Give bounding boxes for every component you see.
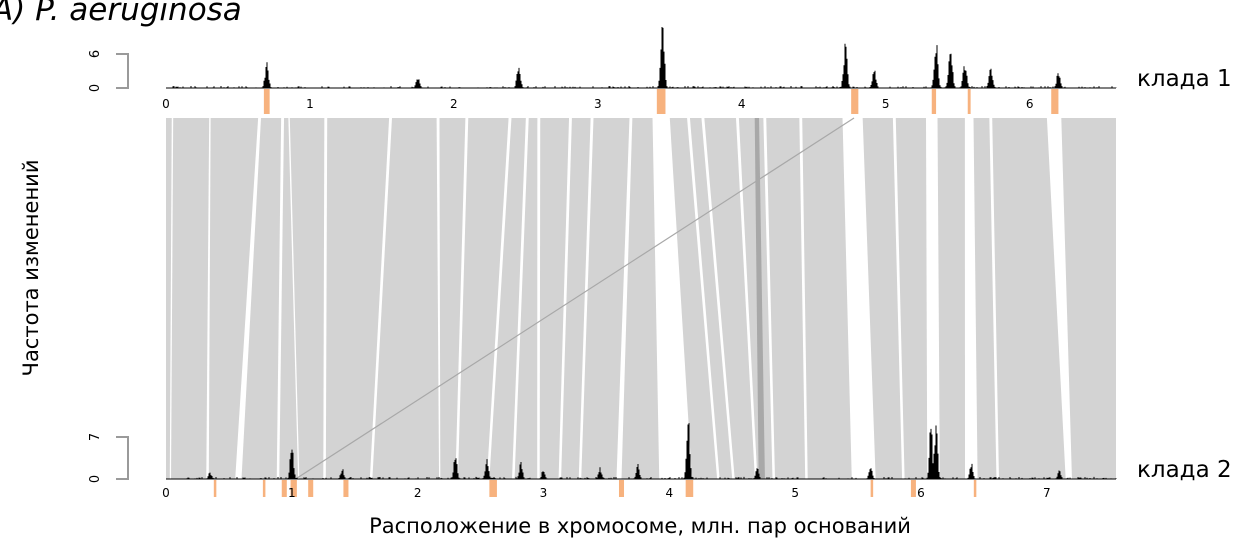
synteny-band-25 [937,118,966,479]
clade-2-hotspot-12 [973,480,977,497]
clade-1-hotspot-4 [931,89,937,114]
figure-title: A) P. aeruginosa [0,0,242,28]
clade-2-hotspot-9 [685,480,694,497]
synteny-band-27 [992,118,1066,479]
clade-2-x-tick-label-1: 1 [288,486,296,500]
synteny-lines [295,117,855,480]
synteny-band-1 [166,118,172,479]
clade-2-hotspot-8 [618,480,625,497]
clade-1-y-tick-label-max: 6 [88,50,103,58]
synteny-band-28 [1061,118,1116,479]
synteny-band-6 [289,118,325,479]
clade-1-hotspot-5 [967,89,971,114]
clade-1-x-tick-label-5: 5 [882,97,890,111]
clade-2-x-tick-label-3: 3 [540,486,548,500]
clade-2-hotspot-6 [343,480,349,497]
clade-2-x-tick-label-4: 4 [665,486,673,500]
synteny-band-8 [372,118,440,479]
clade-2-x-tick-label-0: 0 [162,486,170,500]
clade-1-x-tick-label-3: 3 [594,97,602,111]
clade-2-x-tick-label-5: 5 [791,486,799,500]
synteny-band-4 [241,118,282,479]
synteny-band-19 [704,118,755,479]
y-axis-label: Частота изменений [19,160,43,377]
clade-2-profile [168,423,1117,479]
clade-2-hotspot-7 [489,480,497,497]
clade-2-track: 7 0 клада 2 0 1 2 3 4 5 6 7 [88,423,1232,500]
clade-2-y-tick-label-zero: 0 [88,475,103,483]
clade-2-y-tick-label-max: 7 [88,433,103,441]
clade-2-x-tick-label-6: 6 [917,486,925,500]
clade-1-x-tick-label-4: 4 [738,97,746,111]
clade-2-hotspot-10 [870,480,874,497]
synteny-band-12 [514,118,538,479]
clade-1-hotspot-2 [656,89,666,114]
clade-1-y-tick-label-zero: 0 [88,84,103,92]
synteny-band-22 [802,118,852,479]
synteny-band-26 [973,118,997,479]
synteny-band-13 [539,118,570,479]
clade-2-hotspot-2 [262,480,266,497]
synteny-inverted-band-1 [754,118,765,479]
synteny-band-2 [171,118,210,479]
synteny-band-15 [581,118,630,479]
clade-1-profile [172,27,1117,88]
synteny-band-21 [766,118,806,479]
clade-2-x-tick-label-7: 7 [1043,486,1051,500]
synteny-band-3 [208,118,259,479]
synteny-band-24 [895,118,928,479]
clade-2-hotspot-5 [308,480,314,497]
clade-1-hotspot-6 [1051,89,1059,114]
synteny-link-line-1 [295,117,855,480]
clade-2-hotspot-1 [213,480,217,497]
clade-1-hotspot-3 [851,89,859,114]
clade-1-hotspot-1 [263,89,270,114]
clade-1-y-axis-line [116,53,129,89]
synteny-band-5 [279,118,299,479]
clade-1-x-tick-label-2: 2 [450,97,458,111]
synteny-band-10 [457,118,509,479]
clade-1-x-tick-label-1: 1 [306,97,314,111]
clade-2-label: клада 2 [1137,457,1232,483]
clade-2-hotspot-11 [910,480,916,497]
synteny-band-20 [738,118,773,479]
synteny-band-18 [689,118,733,479]
synteny-band-17 [669,118,718,479]
synteny-bands [166,118,1116,479]
clade-1-x-tick-label-6: 6 [1026,97,1034,111]
clade-2-x-tick-label-2: 2 [414,486,422,500]
clade-2-y-axis: 7 0 [88,433,129,483]
clade-2-hotspot-3 [281,480,287,497]
synteny-band-23 [862,118,903,479]
x-axis-label: Расположение в хромосоме, млн. пар основ… [369,514,911,538]
clade-1-track: 6 0 клада 1 0 1 2 3 4 5 6 [88,27,1232,114]
clade-1-x-tick-label-0: 0 [162,97,170,111]
clade-2-hotspot-4 [290,480,297,497]
clade-1-y-axis: 6 0 [88,50,129,92]
synteny-band-7 [325,118,390,479]
synteny-band-16 [621,118,660,479]
synteny-band-11 [489,118,526,479]
clade-2-y-axis-line [116,436,129,480]
clade-1-label: клада 1 [1137,66,1232,92]
synteny-band-9 [439,118,466,479]
